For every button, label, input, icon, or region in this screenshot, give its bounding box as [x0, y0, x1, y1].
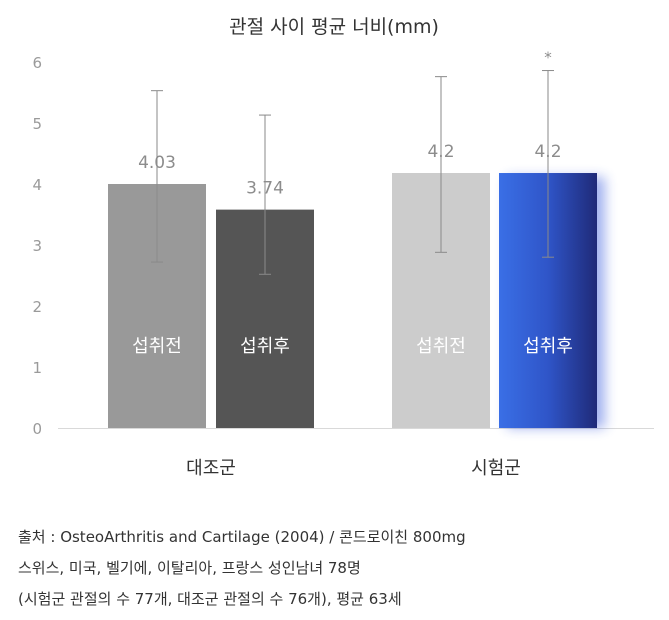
chart: 관절 사이 평균 너비(mm) 0 1 2 3 4 5 6 대조군 시험군 4.03 섭취전 3.7… — [32, 16, 654, 479]
source-note: 출처 : OsteoArthritis and Cartilage (2004)… — [18, 522, 658, 615]
data-label: 4.2 — [427, 142, 454, 162]
x-category-label: 대조군 — [186, 458, 236, 479]
chart-title: 관절 사이 평균 너비(mm) — [229, 16, 439, 38]
data-label: 4.2 — [534, 142, 561, 162]
x-category-label: 시험군 — [471, 458, 521, 479]
bar-inner-label: 섭취전 — [416, 336, 466, 357]
bar-inner-label: 섭취후 — [240, 336, 290, 357]
y-tick-label: 6 — [32, 54, 42, 72]
y-tick-label: 0 — [32, 420, 42, 438]
y-tick-label: 2 — [32, 298, 42, 316]
y-tick-label: 1 — [32, 359, 42, 377]
source-line: 출처 : OsteoArthritis and Cartilage (2004)… — [18, 528, 466, 546]
y-tick-label: 4 — [32, 176, 42, 194]
y-tick-label: 5 — [32, 115, 42, 133]
y-tick-label: 3 — [32, 237, 42, 255]
source-line: 스위스, 미국, 벨기에, 이탈리아, 프랑스 성인남녀 78명 — [18, 559, 361, 577]
data-label: 4.03 — [138, 153, 176, 173]
bar-inner-label: 섭취후 — [523, 336, 573, 357]
bar-inner-label: 섭취전 — [132, 336, 182, 357]
data-label: 3.74 — [246, 179, 284, 199]
source-line: (시험군 관절의 수 77개, 대조군 관절의 수 76개), 평균 63세 — [18, 590, 402, 608]
significance-marker: * — [544, 49, 552, 67]
